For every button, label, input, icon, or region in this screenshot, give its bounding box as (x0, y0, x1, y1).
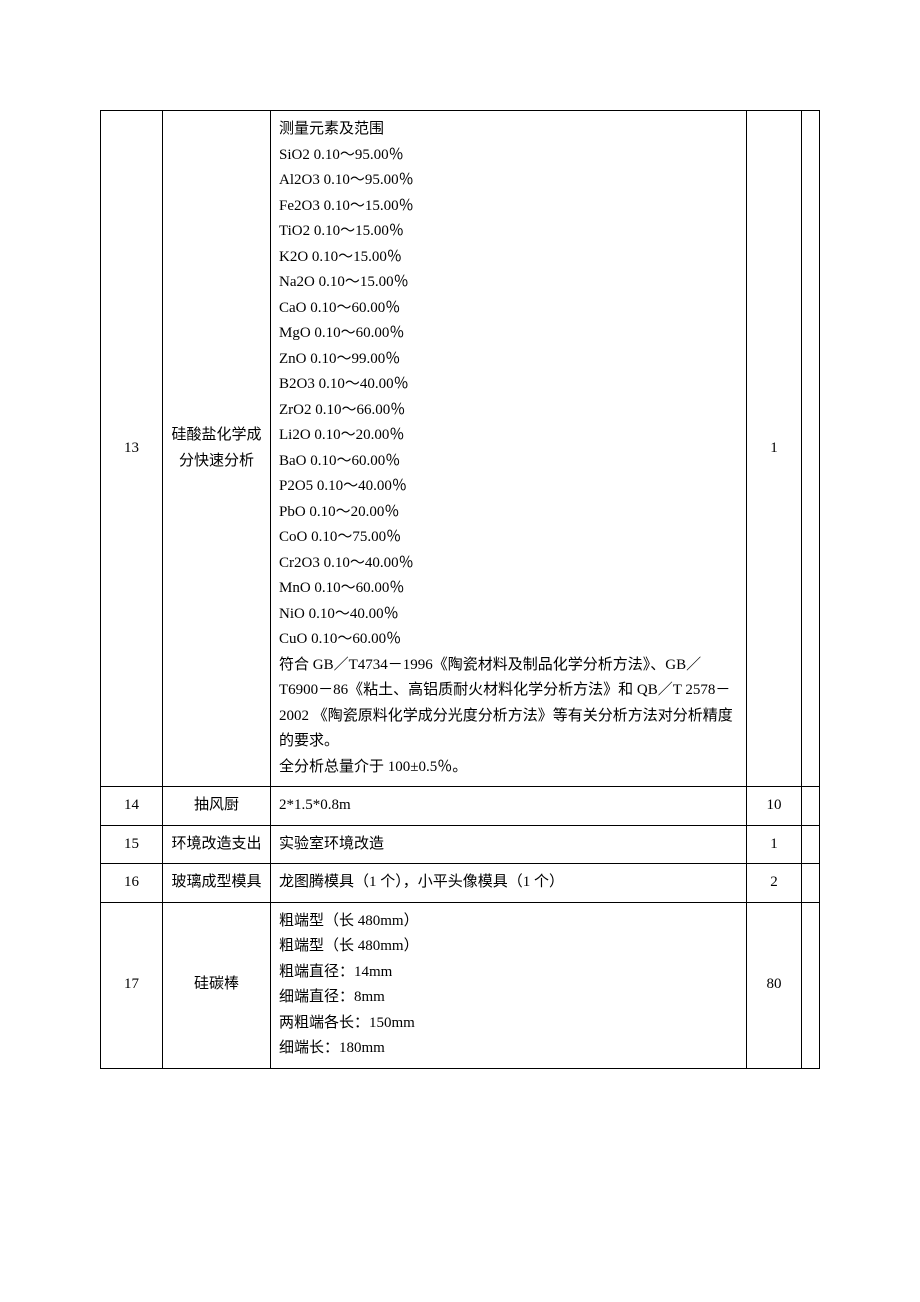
row-number: 16 (101, 864, 163, 903)
description-line: 粗端直径：14mm (279, 960, 738, 986)
row-number: 17 (101, 902, 163, 1068)
spec-table: 13硅酸盐化学成分快速分析测量元素及范围SiO2 0.10～95.00％Al2O… (100, 110, 820, 1069)
row-description: 粗端型（长 480mm）粗端型（长 480mm）粗端直径：14mm细端直径：8m… (271, 902, 747, 1068)
row-description: 测量元素及范围SiO2 0.10～95.00％Al2O3 0.10～95.00％… (271, 111, 747, 787)
description-line: K2O 0.10～15.00％ (279, 245, 738, 271)
description-line: CaO 0.10～60.00％ (279, 296, 738, 322)
row-description: 2*1.5*0.8m (271, 787, 747, 826)
description-line: CoO 0.10～75.00％ (279, 525, 738, 551)
row-name: 硅碳棒 (163, 902, 271, 1068)
row-name: 玻璃成型模具 (163, 864, 271, 903)
row-quantity: 1 (747, 111, 802, 787)
row-number: 14 (101, 787, 163, 826)
spec-table-body: 13硅酸盐化学成分快速分析测量元素及范围SiO2 0.10～95.00％Al2O… (101, 111, 820, 1069)
row-extra (802, 787, 820, 826)
table-row: 15环境改造支出实验室环境改造 1 (101, 825, 820, 864)
description-line: 测量元素及范围 (279, 117, 738, 143)
row-quantity: 10 (747, 787, 802, 826)
description-line: SiO2 0.10～95.00％ (279, 143, 738, 169)
description-line: P2O5 0.10～40.00％ (279, 474, 738, 500)
row-extra (802, 864, 820, 903)
description-line: Cr2O3 0.10～40.00％ (279, 551, 738, 577)
description-line: 两粗端各长：150mm (279, 1011, 738, 1037)
row-extra (802, 111, 820, 787)
row-extra (802, 825, 820, 864)
description-line: 粗端型（长 480mm） (279, 909, 738, 935)
description-line: NiO 0.10～40.00％ (279, 602, 738, 628)
description-line: B2O3 0.10～40.00％ (279, 372, 738, 398)
row-quantity: 1 (747, 825, 802, 864)
row-number: 13 (101, 111, 163, 787)
description-line: PbO 0.10～20.00％ (279, 500, 738, 526)
description-line: 全分析总量介于 100±0.5％。 (279, 755, 738, 781)
description-line: 2*1.5*0.8m (279, 793, 738, 819)
description-line: TiO2 0.10～15.00％ (279, 219, 738, 245)
row-description: 龙图腾模具（1 个），小平头像模具（1 个） (271, 864, 747, 903)
row-quantity: 80 (747, 902, 802, 1068)
row-quantity: 2 (747, 864, 802, 903)
table-row: 16玻璃成型模具龙图腾模具（1 个），小平头像模具（1 个） 2 (101, 864, 820, 903)
description-line: MgO 0.10～60.00％ (279, 321, 738, 347)
description-line: 粗端型（长 480mm） (279, 934, 738, 960)
description-line: 符合 GB／T4734－1996《陶瓷材料及制品化学分析方法》、GB／T6900… (279, 653, 738, 755)
description-line: 实验室环境改造 (279, 832, 738, 858)
description-line: ZrO2 0.10～66.00％ (279, 398, 738, 424)
description-line: BaO 0.10～60.00％ (279, 449, 738, 475)
description-line: Na2O 0.10～15.00％ (279, 270, 738, 296)
table-row: 13硅酸盐化学成分快速分析测量元素及范围SiO2 0.10～95.00％Al2O… (101, 111, 820, 787)
table-row: 14抽风厨 2*1.5*0.8m 10 (101, 787, 820, 826)
table-row: 17硅碳棒粗端型（长 480mm）粗端型（长 480mm）粗端直径：14mm细端… (101, 902, 820, 1068)
description-line: Li2O 0.10～20.00％ (279, 423, 738, 449)
row-extra (802, 902, 820, 1068)
row-number: 15 (101, 825, 163, 864)
row-name: 硅酸盐化学成分快速分析 (163, 111, 271, 787)
description-line: Fe2O3 0.10～15.00％ (279, 194, 738, 220)
row-name: 抽风厨 (163, 787, 271, 826)
description-line: 细端直径：8mm (279, 985, 738, 1011)
description-line: 细端长：180mm (279, 1036, 738, 1062)
description-line: ZnO 0.10～99.00％ (279, 347, 738, 373)
description-line: Al2O3 0.10～95.00％ (279, 168, 738, 194)
description-line: MnO 0.10～60.00％ (279, 576, 738, 602)
description-line: CuO 0.10～60.00％ (279, 627, 738, 653)
description-line: 龙图腾模具（1 个），小平头像模具（1 个） (279, 870, 738, 896)
row-name: 环境改造支出 (163, 825, 271, 864)
row-description: 实验室环境改造 (271, 825, 747, 864)
